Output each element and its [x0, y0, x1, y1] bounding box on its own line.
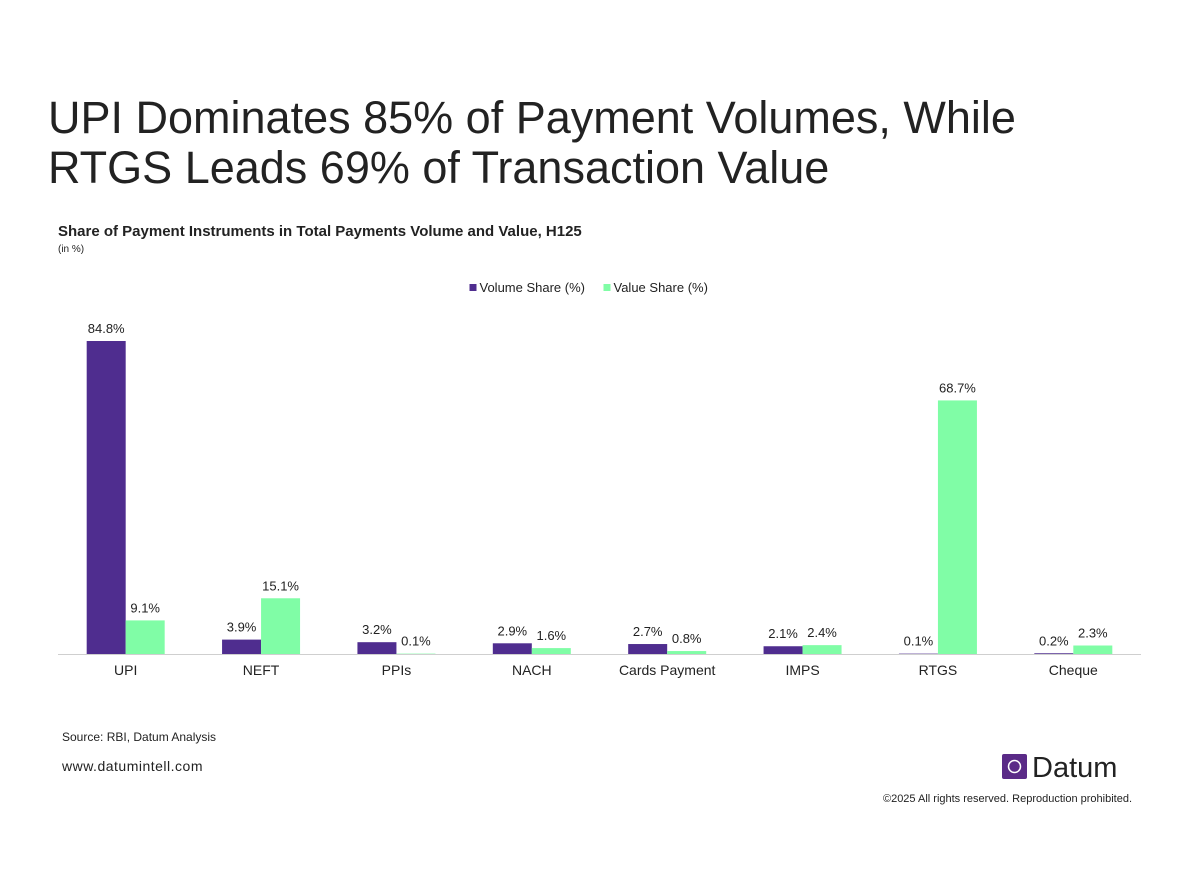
data-label: 1.6%	[536, 628, 566, 643]
x-tick-label: Cheque	[1049, 662, 1098, 678]
bar	[938, 400, 977, 654]
x-tick-label: IMPS	[785, 662, 819, 678]
data-label: 2.9%	[497, 623, 527, 638]
legend-swatch	[470, 284, 477, 291]
logo-icon	[1002, 754, 1027, 779]
bar	[87, 341, 126, 654]
data-label: 3.9%	[227, 620, 257, 635]
bar	[357, 642, 396, 654]
x-tick-label: UPI	[114, 662, 137, 678]
unit-note: (in %)	[58, 244, 84, 255]
x-tick-label: PPIs	[382, 662, 412, 678]
data-label: 0.1%	[401, 634, 431, 649]
data-label: 0.8%	[672, 631, 702, 646]
bar	[764, 646, 803, 654]
bar	[803, 645, 842, 654]
data-label: 15.1%	[262, 578, 299, 593]
x-tick-label: Cards Payment	[619, 662, 716, 678]
data-label: 2.3%	[1078, 626, 1108, 641]
x-tick-label: NACH	[512, 662, 552, 678]
data-label: 0.1%	[904, 634, 934, 649]
bar	[1034, 653, 1073, 654]
bar	[261, 598, 300, 654]
legend-label: Volume Share (%)	[480, 280, 586, 295]
copyright: ©2025 All rights reserved. Reproduction …	[883, 793, 1132, 805]
data-label: 0.2%	[1039, 633, 1069, 648]
x-tick-label: NEFT	[243, 662, 280, 678]
legend-swatch	[604, 284, 611, 291]
x-tick-label: RTGS	[919, 662, 958, 678]
data-label: 2.1%	[768, 626, 798, 641]
subtitle: Share of Payment Instruments in Total Pa…	[58, 223, 582, 240]
bar	[222, 640, 261, 654]
data-label: 9.1%	[130, 600, 160, 615]
bar	[1073, 646, 1112, 654]
website: www.datumintell.com	[61, 758, 203, 774]
data-label: 84.8%	[88, 321, 125, 336]
title-line: RTGS Leads 69% of Transaction Value	[48, 142, 829, 193]
source: Source: RBI, Datum Analysis	[62, 730, 216, 744]
bar	[628, 644, 667, 654]
bar	[667, 651, 706, 654]
legend-label: Value Share (%)	[614, 280, 708, 295]
data-label: 2.4%	[807, 625, 837, 640]
data-label: 3.2%	[362, 622, 392, 637]
brand-name: Datum	[1032, 752, 1117, 784]
bar	[493, 643, 532, 654]
data-label: 68.7%	[939, 380, 976, 395]
data-label: 2.7%	[633, 624, 663, 639]
title-line: UPI Dominates 85% of Payment Volumes, Wh…	[48, 92, 1016, 143]
bar	[126, 620, 165, 654]
bar	[532, 648, 571, 654]
